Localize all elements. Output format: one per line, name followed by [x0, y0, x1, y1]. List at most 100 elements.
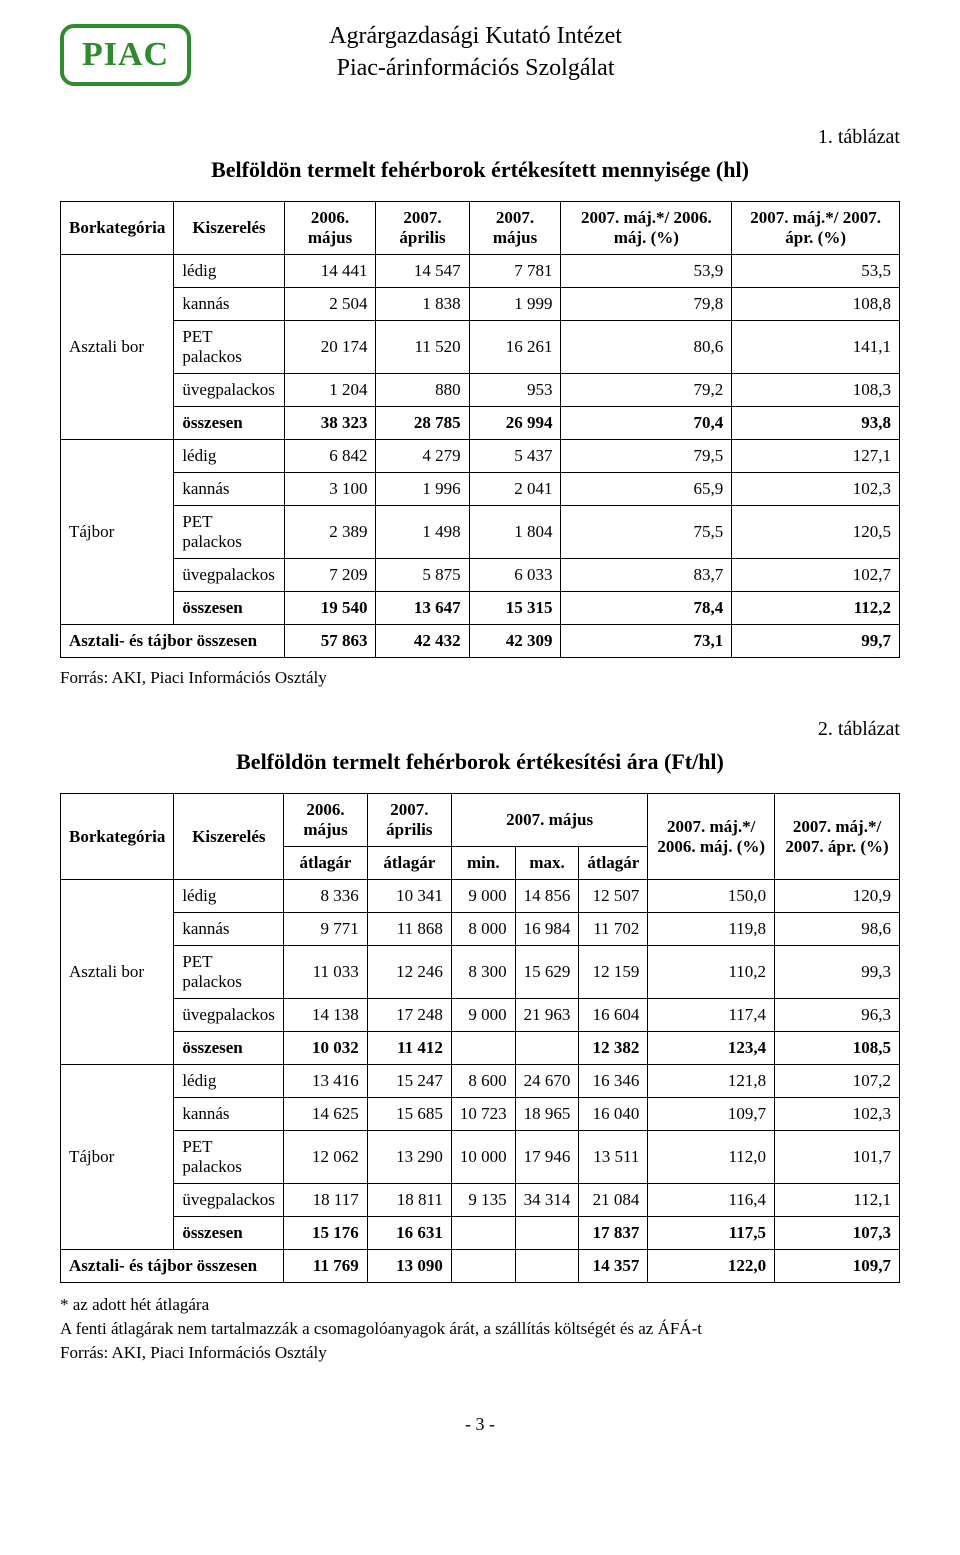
value-cell: 14 547 — [376, 255, 469, 288]
table2-footnotes: * az adott hét átlagára A fenti átlagára… — [60, 1293, 900, 1364]
value-cell: 2 389 — [284, 506, 376, 559]
kiszereles-cell: lédig — [174, 440, 284, 473]
value-cell: 6 033 — [469, 559, 561, 592]
kiszereles-cell: PET palackos — [174, 321, 284, 374]
t2-sub-atlagar-1: átlagár — [284, 847, 367, 880]
value-cell: 117,4 — [648, 999, 775, 1032]
value-cell: 11 769 — [284, 1250, 367, 1283]
value-cell: 14 856 — [515, 880, 579, 913]
value-cell: 78,4 — [561, 592, 732, 625]
value-cell — [451, 1032, 515, 1065]
table-quantity: Borkategória Kiszerelés 2006. május 2007… — [60, 201, 900, 658]
value-cell: 102,7 — [732, 559, 900, 592]
value-cell: 122,0 — [648, 1250, 775, 1283]
value-cell: 9 000 — [451, 999, 515, 1032]
table-row: összesen15 17616 63117 837117,5107,3 — [61, 1217, 900, 1250]
total-row: Asztali- és tájbor összesen57 86342 4324… — [61, 625, 900, 658]
category-cell: Tájbor — [61, 440, 174, 625]
value-cell: 83,7 — [561, 559, 732, 592]
value-cell: 1 838 — [376, 288, 469, 321]
value-cell: 21 084 — [579, 1184, 648, 1217]
table-price: Borkategória Kiszerelés 2006. május 2007… — [60, 793, 900, 1283]
table-row: Asztali borlédig14 44114 5477 78153,953,… — [61, 255, 900, 288]
value-cell: 34 314 — [515, 1184, 579, 1217]
value-cell: 19 540 — [284, 592, 376, 625]
value-cell: 5 875 — [376, 559, 469, 592]
value-cell: 4 279 — [376, 440, 469, 473]
value-cell: 13 416 — [284, 1065, 367, 1098]
value-cell: 112,2 — [732, 592, 900, 625]
value-cell: 21 963 — [515, 999, 579, 1032]
inst-line-1: Agrárgazdasági Kutató Intézet — [329, 23, 622, 49]
value-cell: 141,1 — [732, 321, 900, 374]
value-cell: 2 041 — [469, 473, 561, 506]
value-cell: 14 357 — [579, 1250, 648, 1283]
table2-label: 2. táblázat — [60, 718, 900, 741]
value-cell: 123,4 — [648, 1032, 775, 1065]
value-cell: 1 498 — [376, 506, 469, 559]
value-cell: 42 432 — [376, 625, 469, 658]
value-cell: 102,3 — [732, 473, 900, 506]
value-cell: 109,7 — [775, 1250, 900, 1283]
t2-col-pct-mom: 2007. máj.*/ 2007. ápr. (%) — [775, 794, 900, 880]
value-cell: 120,9 — [775, 880, 900, 913]
t1-col-2006-may: 2006. május — [284, 202, 376, 255]
kiszereles-cell: PET palackos — [174, 946, 284, 999]
value-cell: 11 520 — [376, 321, 469, 374]
kiszereles-cell: PET palackos — [174, 506, 284, 559]
table-row: kannás3 1001 9962 04165,9102,3 — [61, 473, 900, 506]
page-number: - 3 - — [60, 1414, 900, 1435]
value-cell: 99,7 — [732, 625, 900, 658]
value-cell: 75,5 — [561, 506, 732, 559]
value-cell: 16 984 — [515, 913, 579, 946]
value-cell: 150,0 — [648, 880, 775, 913]
value-cell: 7 209 — [284, 559, 376, 592]
value-cell: 53,5 — [732, 255, 900, 288]
value-cell: 28 785 — [376, 407, 469, 440]
value-cell: 9 135 — [451, 1184, 515, 1217]
value-cell: 107,2 — [775, 1065, 900, 1098]
category-cell: Asztali bor — [61, 880, 174, 1065]
value-cell: 10 723 — [451, 1098, 515, 1131]
value-cell: 16 346 — [579, 1065, 648, 1098]
table-row: PET palackos20 17411 52016 26180,6141,1 — [61, 321, 900, 374]
table-row: kannás14 62515 68510 72318 96516 040109,… — [61, 1098, 900, 1131]
value-cell: 6 842 — [284, 440, 376, 473]
t1-col-kiszereles: Kiszerelés — [174, 202, 284, 255]
kiszereles-cell: összesen — [174, 592, 284, 625]
value-cell: 117,5 — [648, 1217, 775, 1250]
value-cell: 11 412 — [367, 1032, 451, 1065]
value-cell: 13 090 — [367, 1250, 451, 1283]
value-cell: 119,8 — [648, 913, 775, 946]
t1-col-pct-yoy: 2007. máj.*/ 2006. máj. (%) — [561, 202, 732, 255]
value-cell: 121,8 — [648, 1065, 775, 1098]
value-cell: 120,5 — [732, 506, 900, 559]
kiszereles-cell: lédig — [174, 255, 284, 288]
value-cell: 5 437 — [469, 440, 561, 473]
table-row: kannás2 5041 8381 99979,8108,8 — [61, 288, 900, 321]
inst-line-2: Piac-árinformációs Szolgálat — [337, 55, 615, 81]
table-row: PET palackos2 3891 4981 80475,5120,5 — [61, 506, 900, 559]
value-cell: 18 811 — [367, 1184, 451, 1217]
value-cell: 12 159 — [579, 946, 648, 999]
value-cell: 10 000 — [451, 1131, 515, 1184]
table-row: Tájborlédig6 8424 2795 43779,5127,1 — [61, 440, 900, 473]
value-cell: 18 117 — [284, 1184, 367, 1217]
table-row: Tájborlédig13 41615 2478 60024 67016 346… — [61, 1065, 900, 1098]
value-cell: 79,8 — [561, 288, 732, 321]
total-label: Asztali- és tájbor összesen — [61, 625, 285, 658]
kiszereles-cell: üvegpalackos — [174, 1184, 284, 1217]
value-cell — [451, 1250, 515, 1283]
value-cell: 2 504 — [284, 288, 376, 321]
kiszereles-cell: üvegpalackos — [174, 559, 284, 592]
value-cell — [451, 1217, 515, 1250]
t1-col-pct-mom: 2007. máj.*/ 2007. ápr. (%) — [732, 202, 900, 255]
value-cell: 112,0 — [648, 1131, 775, 1184]
t2-sub-min: min. — [451, 847, 515, 880]
t2-col-borkategoria: Borkategória — [61, 794, 174, 880]
total-label: Asztali- és tájbor összesen — [61, 1250, 284, 1283]
value-cell: 102,3 — [775, 1098, 900, 1131]
kiszereles-cell: kannás — [174, 473, 284, 506]
value-cell: 16 040 — [579, 1098, 648, 1131]
value-cell: 107,3 — [775, 1217, 900, 1250]
